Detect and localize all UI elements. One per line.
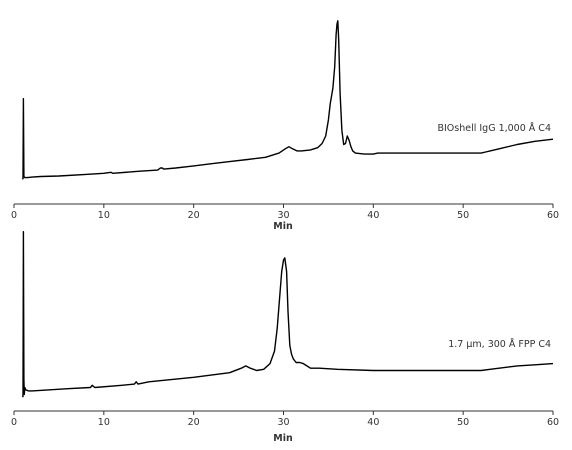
x-tick-label: 30	[277, 417, 289, 428]
x-tick-label: 10	[98, 417, 110, 428]
x-tick-label: 50	[457, 210, 469, 221]
x-tick-label: 60	[547, 417, 559, 428]
x-tick-label: 40	[367, 210, 379, 221]
series-label-fpp: 1.7 µm, 300 Å FPP C4	[448, 338, 551, 350]
chromatogram-trace-bioshell	[22, 20, 554, 180]
series-label-bioshell: BIOshell IgG 1,000 Å C4	[437, 122, 551, 134]
x-tick-label: 20	[188, 417, 200, 428]
x-tick-label: 0	[11, 210, 17, 221]
x-axis-title: Min	[273, 221, 293, 232]
chromatogram-panel-top: 0 10 20 30 40 50 60 BIOshell IgG 1,000 Å C4 Mi…	[11, 20, 559, 232]
x-axis-ticks: 0 10 20 30 40 50 60	[11, 204, 559, 221]
x-tick-label: 50	[457, 417, 469, 428]
x-tick-label: 20	[188, 210, 200, 221]
chromatogram-trace-fpp	[22, 231, 554, 398]
x-tick-label: 60	[547, 210, 559, 221]
x-axis-ticks: 0 10 20 30 40 50 60	[11, 411, 559, 428]
chromatogram-panel-bottom: 0 10 20 30 40 50 60 1.7 µm, 300 Å FPP C4 Min	[11, 231, 559, 444]
x-axis-title: Min	[273, 433, 293, 444]
x-tick-label: 0	[11, 417, 17, 428]
x-tick-label: 40	[367, 417, 379, 428]
x-tick-label: 30	[277, 210, 289, 221]
x-tick-label: 10	[98, 210, 110, 221]
